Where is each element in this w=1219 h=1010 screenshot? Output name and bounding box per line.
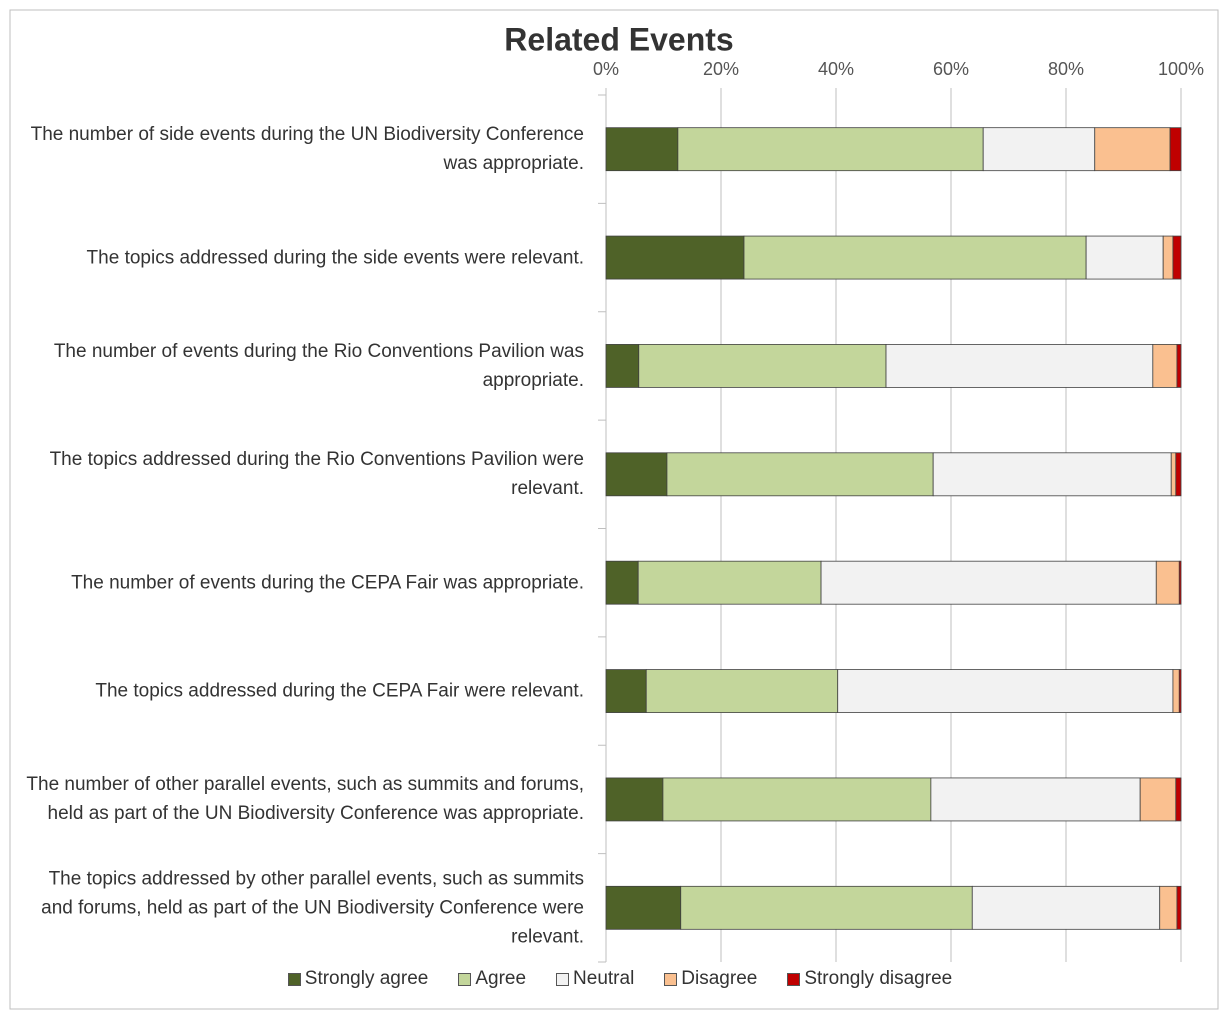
bar-segment [605, 885, 682, 930]
category-label: The number of events during the Rio Conv… [53, 340, 584, 391]
legend-item: Disagree [664, 968, 757, 990]
bar-segment [1094, 127, 1171, 172]
bar-segment [1169, 127, 1182, 172]
legend: Strongly agree Agree Neutral Disagree Strong… [0, 968, 1219, 990]
bar-segment [1175, 452, 1182, 497]
bar-segment [662, 777, 932, 822]
legend-item: Agree [458, 968, 526, 990]
legend-swatch [787, 972, 801, 986]
bar-segment [1176, 344, 1182, 388]
bar-segment [1178, 560, 1182, 605]
category-label: The number of side events during the UN … [30, 124, 584, 175]
bar-segment [1152, 344, 1178, 388]
legend-label: Agree [475, 968, 527, 989]
bar-segment [677, 127, 984, 172]
bar-segment [1159, 885, 1178, 930]
bar-segment [1178, 669, 1182, 713]
legend-item: Strongly agree [287, 968, 429, 990]
bar-segment [605, 777, 664, 822]
bar-segment [1170, 452, 1177, 497]
legend-swatch [556, 972, 570, 986]
bar-segment [605, 452, 668, 497]
bar-segment [1155, 560, 1180, 605]
bar-segment [971, 885, 1161, 930]
bar-segment [637, 560, 822, 605]
bar-segment [932, 452, 1172, 497]
x-tick-label: 60% [933, 59, 969, 79]
bar-segment [666, 452, 934, 497]
bar-segment [1139, 777, 1177, 822]
bar-segment [680, 885, 973, 930]
legend-label: Strongly agree [304, 968, 429, 989]
bar-segment [1176, 885, 1182, 930]
bar-segment [930, 777, 1141, 822]
bar-segment [885, 344, 1154, 388]
category-label: The topics addressed by other parallel e… [41, 868, 584, 948]
legend-item: Strongly disagree [787, 968, 952, 990]
bar-segment [743, 235, 1087, 280]
bar-segment [1172, 235, 1182, 280]
bar-segment [982, 127, 1096, 172]
bar-segment [605, 235, 745, 280]
bar-segment [645, 669, 839, 713]
x-tick-label: 0% [593, 59, 619, 79]
legend-label: Disagree [681, 968, 758, 989]
x-tick-label: 80% [1048, 59, 1084, 79]
category-label: The topics addressed during the Rio Conv… [49, 449, 584, 500]
category-label: The number of other parallel events, suc… [26, 774, 584, 825]
bar-segment [837, 669, 1174, 713]
bar-segment [605, 127, 679, 172]
x-tick-label: 20% [703, 59, 739, 79]
chart-frame [9, 9, 1219, 1010]
category-label: The topics addressed during the side eve… [86, 247, 584, 269]
x-tick-label: 100% [1158, 59, 1204, 79]
category-label: The number of events during the CEPA Fai… [71, 572, 584, 594]
bar-segment [605, 344, 640, 388]
legend-swatch [664, 972, 678, 986]
bar-segment [1085, 235, 1164, 280]
chart-title: Related Events [504, 21, 733, 57]
bar-segment [1175, 777, 1182, 822]
bar-segment [1172, 669, 1180, 713]
bar-segment [820, 560, 1157, 605]
bar-segment [1162, 235, 1174, 280]
bar-segment [605, 560, 639, 605]
legend-swatch [287, 972, 301, 986]
legend-label: Neutral [573, 968, 635, 989]
bar-segment [605, 669, 647, 713]
x-tick-label: 40% [818, 59, 854, 79]
legend-swatch [458, 972, 472, 986]
legend-label: Strongly disagree [804, 968, 953, 989]
category-label: The topics addressed during the CEPA Fai… [95, 680, 584, 702]
bar-segment [638, 344, 887, 388]
legend-item: Neutral [556, 968, 634, 990]
